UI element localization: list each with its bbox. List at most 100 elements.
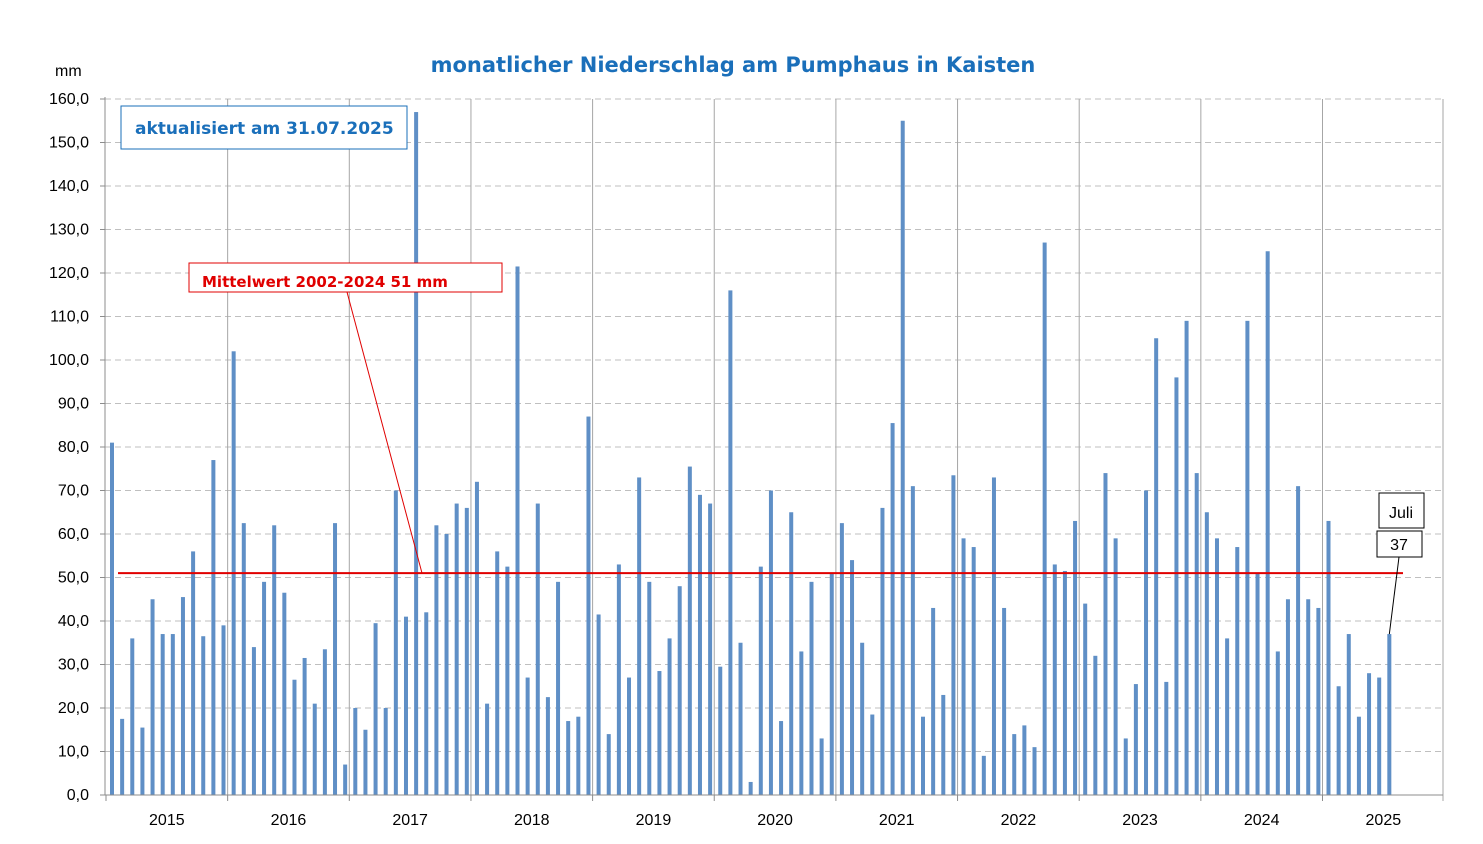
bar [160,634,165,795]
bar [799,651,804,795]
bar [900,120,905,795]
y-tick-label: 20,0 [58,700,89,717]
bar [870,714,875,795]
y-tick-label: 80,0 [58,439,89,456]
bar [931,607,936,795]
bar [545,697,550,795]
bar [140,727,145,795]
callout-month-box [1378,492,1425,529]
bar [120,718,125,795]
bar [454,503,459,795]
bar [1042,242,1047,796]
bar [170,634,175,795]
callout-month: Juli [1389,505,1413,522]
y-tick-label: 70,0 [58,483,89,500]
bar [282,592,287,795]
bar [779,721,784,795]
bar [758,566,763,795]
bar [728,290,733,795]
bar [890,423,895,795]
bar [1194,473,1199,795]
bar [515,266,520,796]
bar [586,416,591,795]
bar [130,638,135,795]
updated-annotation: aktualisiert am 31.07.2025 [120,105,408,150]
bar [525,677,530,795]
bar [1285,599,1290,795]
bar [221,625,226,795]
y-tick-label: 100,0 [49,352,89,369]
x-tick-label: 2019 [636,812,672,829]
bar [1296,486,1301,795]
y-tick-label: 60,0 [58,526,89,543]
bar [718,666,723,795]
bar [647,581,652,795]
bar [1022,725,1027,795]
bar [576,716,581,795]
callout-leader [1388,556,1400,635]
bar [1275,651,1280,795]
bars [110,112,1392,796]
bar [991,477,996,795]
last-month-callout: Juli 37 [1376,492,1425,635]
y-tick-label: 120,0 [49,265,89,282]
updated-box [120,105,408,150]
bar [1265,251,1270,795]
bar [505,566,510,795]
bar [1316,607,1321,795]
mean-annotation: Mittelwert 2002-2024 51 mm [188,262,503,293]
bar [180,597,185,795]
bar [474,481,479,795]
y-tick-labels: 0,0 10,0 20,0 30,0 40,0 50,0 60,0 70,0 80,0 90,0 1… [49,91,89,804]
bar [850,560,855,795]
bar [495,551,500,795]
x-tick-label: 2020 [757,812,793,829]
bar [748,781,753,795]
axes [100,97,1443,801]
bar [191,551,196,795]
bar [1164,681,1169,795]
chart-title: monatlicher Niederschlag am Pumphaus in … [431,53,1036,77]
bar [312,703,317,795]
bar [1093,655,1098,795]
bar [1377,677,1382,795]
bar [1245,320,1250,795]
y-tick-label: 40,0 [58,613,89,630]
mean-label-box [188,262,503,293]
y-tick-label: 110,0 [50,309,89,326]
bar [616,564,621,795]
bar [657,671,662,795]
bar [1002,607,1007,795]
x-tick-label: 2017 [392,812,428,829]
y-tick-label: 30,0 [58,657,89,674]
x-tick-labels: 2015 2016 2017 2018 2019 2020 2021 2022 2023 2024… [149,812,1401,829]
bar [251,647,256,795]
bar [1214,538,1219,795]
mean-label-text: Mittelwert 2002-2024 51 mm [202,273,448,291]
bar [809,581,814,795]
x-tick-label: 2015 [149,812,185,829]
bar [272,525,277,795]
bar [1326,520,1331,795]
bar [677,586,682,795]
y-tick-label: 0,0 [67,787,89,804]
bar [1133,684,1138,795]
updated-text: aktualisiert am 31.07.2025 [135,119,394,139]
bar [1144,490,1149,795]
bar [596,614,601,795]
bar [434,525,439,795]
bar [910,486,915,795]
bar [444,534,449,795]
bar [1103,473,1108,795]
bar [697,494,702,795]
bar [951,475,956,795]
bar [1154,338,1159,795]
mean-label-leader [346,291,423,574]
x-tick-label: 2021 [879,812,915,829]
bar [556,581,561,795]
bar [880,507,885,795]
y-tick-label: 130,0 [49,222,89,239]
callout-value: 37 [1390,537,1408,554]
bar [343,764,348,795]
x-tick-label: 2018 [514,812,550,829]
